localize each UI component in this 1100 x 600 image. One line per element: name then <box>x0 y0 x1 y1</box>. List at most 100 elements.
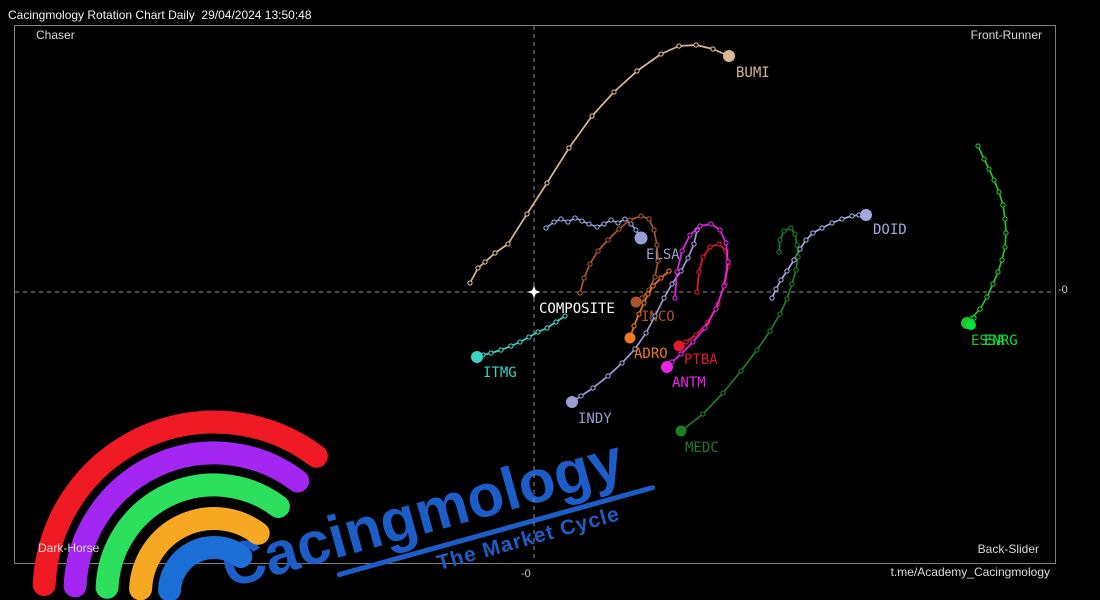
trail-marker <box>693 42 699 48</box>
trail-marker <box>995 269 1001 275</box>
trail-marker <box>713 306 719 312</box>
trail-marker <box>769 295 775 301</box>
trail-marker <box>738 368 744 374</box>
trail-marker <box>791 257 797 263</box>
trail-marker <box>708 221 714 227</box>
trail-marker <box>651 227 657 233</box>
trail-marker <box>608 217 614 223</box>
trail-marker <box>632 346 638 352</box>
trail-marker <box>777 237 783 243</box>
series-endpoint-PTBA <box>673 340 685 352</box>
axis-zero-label-right: -0 <box>1058 284 1068 296</box>
trail-marker <box>1002 244 1008 250</box>
trail-marker <box>578 393 584 399</box>
series-ANTM: ANTM <box>661 221 731 391</box>
trail-marker <box>661 295 667 301</box>
trail-marker <box>810 230 816 236</box>
trail-marker <box>674 269 680 275</box>
series-label-ADRO: ADRO <box>634 346 668 362</box>
trail-marker <box>475 265 481 271</box>
trail-marker <box>544 180 550 186</box>
series-label-INCO: INCO <box>641 309 675 325</box>
trail-marker <box>721 283 727 289</box>
trail-marker <box>691 241 697 247</box>
series-endpoint-ITMG <box>471 351 483 363</box>
series-BUMI: BUMI <box>467 42 770 286</box>
trail-marker <box>792 231 798 237</box>
trail-marker <box>1002 216 1008 222</box>
trail-marker <box>683 339 689 345</box>
trail-marker <box>622 216 628 222</box>
trail-marker <box>676 43 682 49</box>
series-endpoint-INCO <box>630 296 642 308</box>
trail-marker <box>581 275 587 281</box>
trail-marker <box>634 68 640 74</box>
trail-marker <box>977 306 983 312</box>
trail-marker <box>999 257 1005 263</box>
trail-marker <box>773 286 779 292</box>
trail-marker <box>572 215 578 221</box>
trail-marker <box>636 311 642 317</box>
series-label-ELSA: ELSA <box>646 247 680 263</box>
trail-marker <box>551 219 557 225</box>
series-endpoint-INDY <box>566 396 578 408</box>
trail-marker <box>655 258 661 264</box>
trail-marker <box>643 330 649 336</box>
trail-marker <box>601 221 607 227</box>
trail-marker <box>526 334 532 340</box>
trail-marker <box>672 295 678 301</box>
trail-marker <box>723 240 729 246</box>
trail-marker <box>467 280 473 286</box>
trail-marker <box>986 166 992 172</box>
rainbow-arc-blue <box>158 536 253 600</box>
series-PTBA: PTBA <box>673 241 731 368</box>
series-endpoint-ADRO <box>624 332 636 344</box>
series-label-DOID: DOID <box>873 222 907 238</box>
rainbow-arc-orange <box>129 507 270 600</box>
trail-marker <box>690 339 696 345</box>
trail-marker <box>633 227 639 233</box>
trail-marker <box>678 351 684 357</box>
trail-marker <box>565 219 571 225</box>
trail-marker <box>819 225 825 231</box>
trail-marker <box>586 221 592 227</box>
trail-marker <box>767 328 773 334</box>
series-endpoint-ENRG <box>966 320 976 330</box>
window-title: Cacingmology Rotation Chart Daily 29/04/… <box>8 8 312 22</box>
trail-marker <box>971 315 977 321</box>
trail-marker <box>492 250 498 256</box>
trail-marker <box>639 295 645 301</box>
trail-marker <box>646 216 652 222</box>
trail-marker <box>517 339 523 345</box>
trail-marker <box>508 343 514 349</box>
trail-marker <box>996 189 1002 195</box>
quadrant-label-chaser: Chaser <box>36 28 75 42</box>
trail-marker <box>615 220 621 226</box>
chart-plot-area[interactable] <box>14 25 1056 564</box>
trail-marker <box>605 237 611 243</box>
series-DOID: DOID <box>769 209 907 301</box>
trail-marker <box>694 289 700 295</box>
trail-marker <box>702 325 708 331</box>
series-INCO: INCO <box>577 213 675 325</box>
trail-marker <box>797 246 803 252</box>
trail-marker <box>975 143 981 149</box>
trail-marker <box>1003 230 1009 236</box>
trail-marker <box>700 254 706 260</box>
trail-marker <box>589 113 595 119</box>
series-label-BUMI: BUMI <box>736 65 770 81</box>
trail-marker <box>638 213 644 219</box>
trail-marker <box>577 290 583 296</box>
trail-marker <box>666 268 672 274</box>
trail-marker <box>776 249 782 255</box>
rainbow-arc-purple <box>63 441 310 598</box>
trail-marker <box>793 267 799 273</box>
trail-marker <box>777 311 783 317</box>
series-ITMG: ITMG <box>471 313 568 381</box>
quadrant-label-dark-horse: Dark-Horse <box>38 541 100 555</box>
trail-marker <box>658 275 664 281</box>
series-ESSA: ESSA <box>961 143 1009 349</box>
trail-marker <box>710 46 716 52</box>
